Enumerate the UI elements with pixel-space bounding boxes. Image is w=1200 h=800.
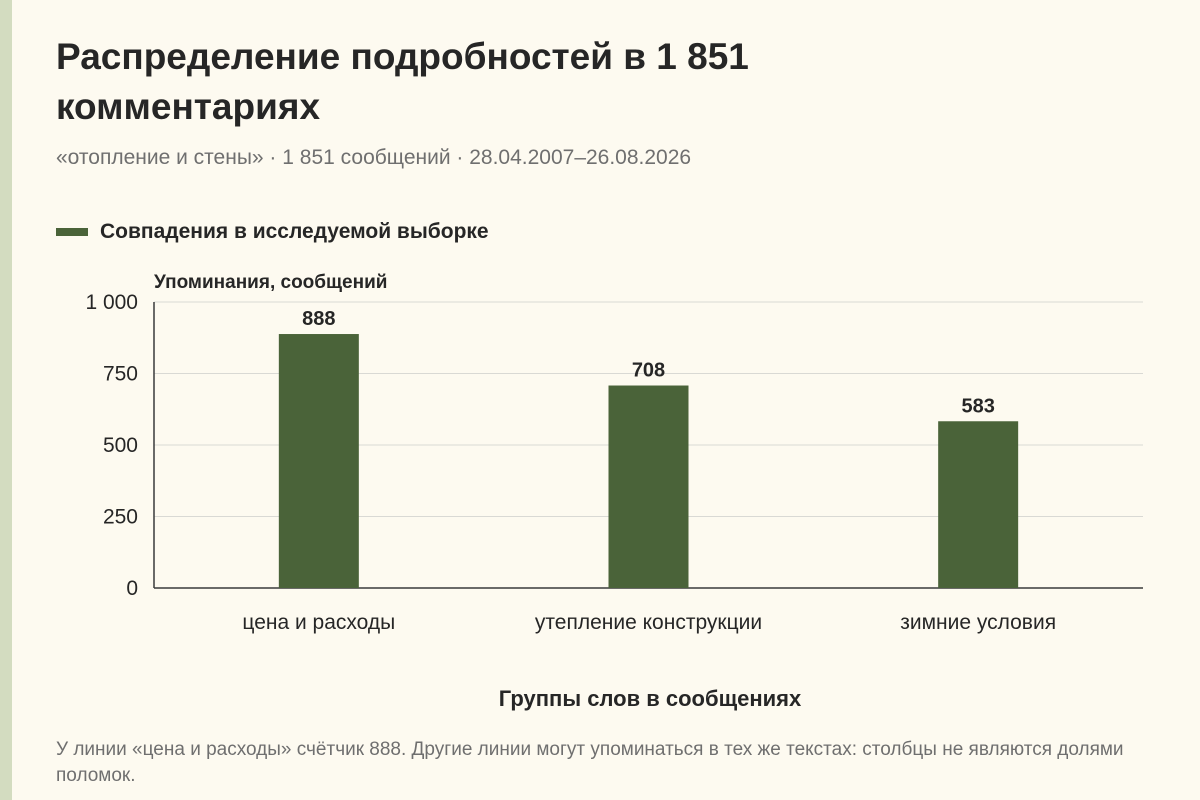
bar xyxy=(938,421,1019,588)
y-tick-label: 250 xyxy=(103,506,138,529)
bar xyxy=(608,385,689,588)
chart-subtitle: «отопление и стены» · 1 851 сообщений · … xyxy=(56,146,692,169)
y-axis-label: Упоминания, сообщений xyxy=(154,272,388,293)
x-axis-label: Группы слов в сообщениях xyxy=(498,686,802,711)
bar-value-label: 888 xyxy=(302,308,335,330)
y-tick-label: 750 xyxy=(103,363,138,386)
x-category-label: зимние условия xyxy=(900,611,1056,634)
x-category-label: цена и расходы xyxy=(242,611,395,634)
legend-swatch xyxy=(56,228,88,236)
accent-strip xyxy=(0,0,12,800)
legend: Совпадения в исследуемой выборке xyxy=(56,216,489,248)
legend-label: Совпадения в исследуемой выборке xyxy=(100,220,489,243)
bar-value-label: 708 xyxy=(632,360,665,382)
y-tick-label: 1 000 xyxy=(85,291,138,314)
footnote: У линии «цена и расходы» счётчик 888. Др… xyxy=(56,739,1124,786)
bar xyxy=(278,334,359,588)
bar-value-label: 583 xyxy=(961,395,994,417)
y-tick-label: 0 xyxy=(126,577,138,600)
chart-title: Распределение подробностей в 1 851 комме… xyxy=(56,36,749,127)
x-category-label: утепление конструкции xyxy=(535,611,762,634)
y-tick-label: 500 xyxy=(103,434,138,457)
